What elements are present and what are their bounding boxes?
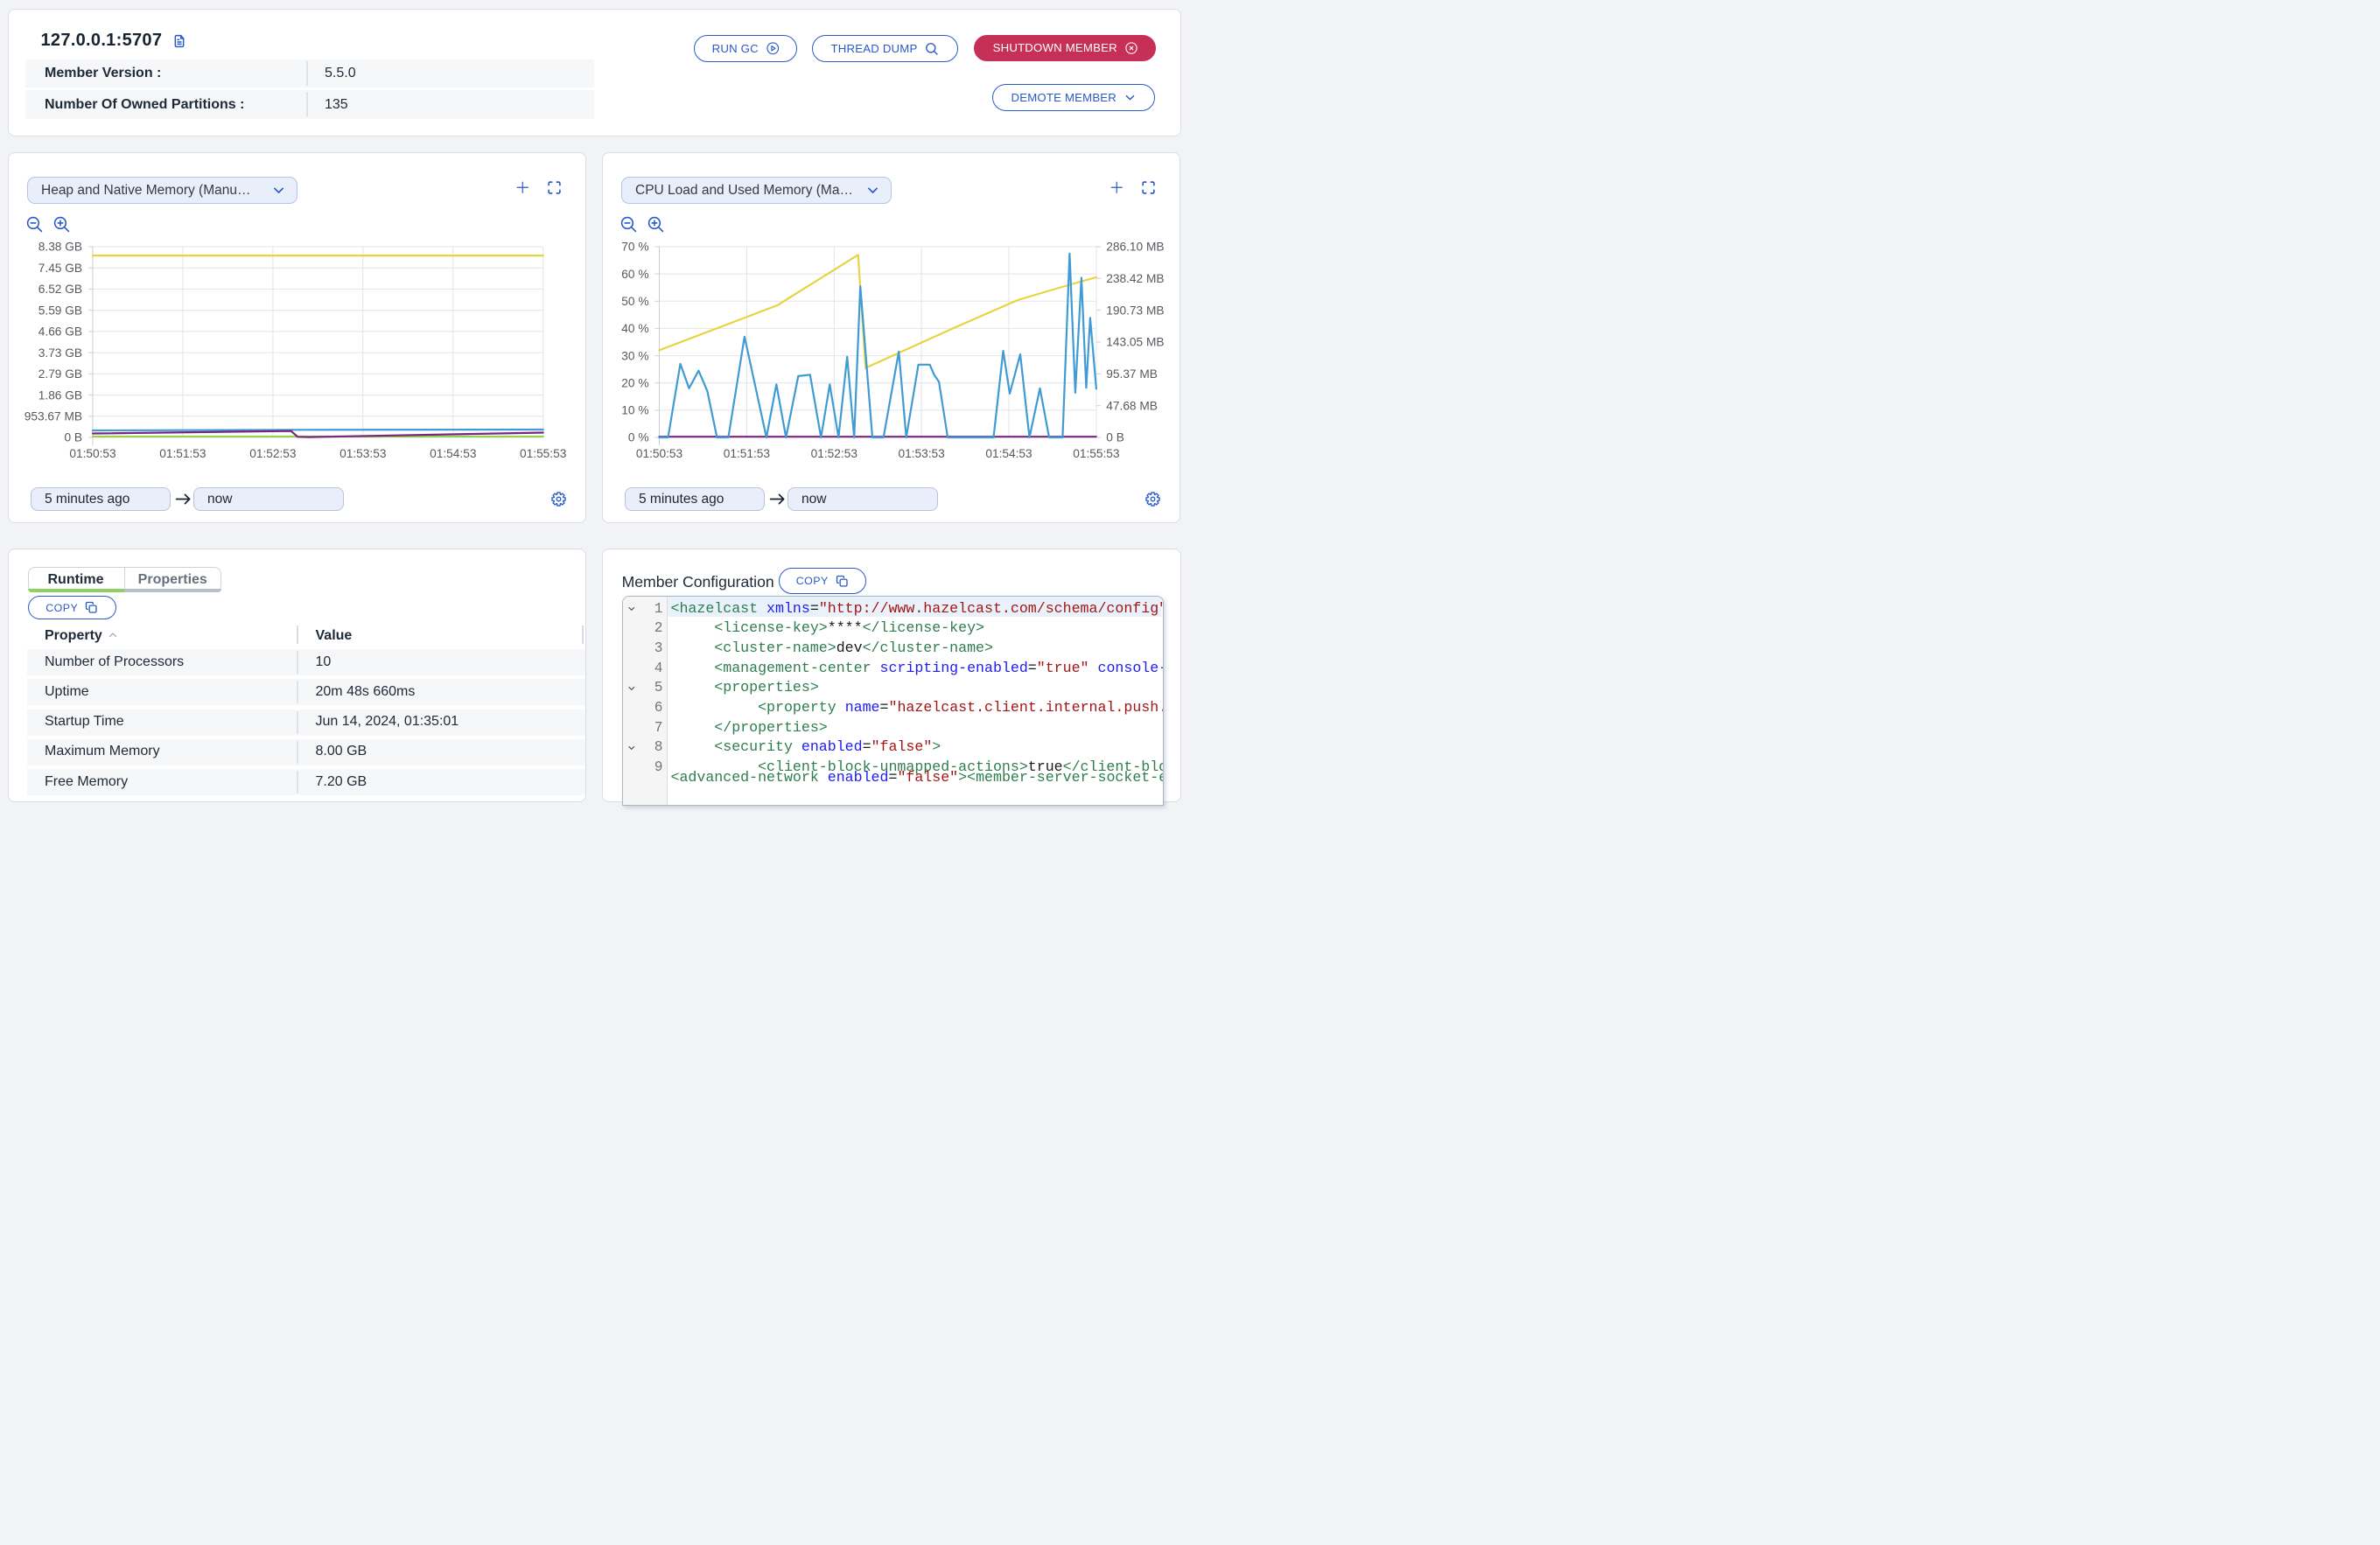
svg-text:2.79 GB: 2.79 GB [38, 367, 82, 381]
svg-text:8.38 GB: 8.38 GB [38, 241, 82, 254]
svg-text:1.86 GB: 1.86 GB [38, 388, 82, 402]
svg-text:60 %: 60 % [621, 268, 648, 281]
svg-text:01:55:53: 01:55:53 [1073, 447, 1120, 460]
svg-text:01:51:53: 01:51:53 [159, 447, 206, 460]
svg-text:01:53:53: 01:53:53 [340, 447, 387, 460]
svg-text:01:50:53: 01:50:53 [636, 447, 683, 460]
svg-text:7.45 GB: 7.45 GB [38, 262, 82, 275]
svg-text:47.68 MB: 47.68 MB [1106, 399, 1158, 412]
svg-text:0 %: 0 % [628, 431, 649, 444]
svg-text:01:55:53: 01:55:53 [520, 447, 567, 460]
svg-text:01:54:53: 01:54:53 [430, 447, 477, 460]
svg-text:953.67 MB: 953.67 MB [24, 410, 82, 423]
svg-text:6.52 GB: 6.52 GB [38, 283, 82, 296]
svg-text:20 %: 20 % [621, 376, 648, 389]
svg-text:70 %: 70 % [621, 241, 648, 254]
svg-text:143.05 MB: 143.05 MB [1106, 336, 1164, 349]
svg-text:01:52:53: 01:52:53 [811, 447, 858, 460]
svg-text:01:50:53: 01:50:53 [69, 447, 116, 460]
svg-text:30 %: 30 % [621, 349, 648, 362]
svg-text:0 B: 0 B [64, 431, 82, 444]
svg-text:0 B: 0 B [1106, 431, 1124, 444]
svg-text:3.73 GB: 3.73 GB [38, 346, 82, 360]
svg-text:50 %: 50 % [621, 295, 648, 308]
svg-text:286.10 MB: 286.10 MB [1106, 241, 1164, 254]
svg-text:01:53:53: 01:53:53 [898, 447, 945, 460]
svg-text:40 %: 40 % [621, 322, 648, 335]
svg-text:190.73 MB: 190.73 MB [1106, 304, 1164, 317]
svg-text:01:54:53: 01:54:53 [985, 447, 1032, 460]
svg-text:01:51:53: 01:51:53 [724, 447, 771, 460]
svg-text:10 %: 10 % [621, 404, 648, 417]
svg-text:95.37 MB: 95.37 MB [1106, 367, 1158, 381]
svg-text:5.59 GB: 5.59 GB [38, 304, 82, 317]
svg-text:238.42 MB: 238.42 MB [1106, 272, 1164, 285]
svg-text:4.66 GB: 4.66 GB [38, 325, 82, 339]
svg-text:01:52:53: 01:52:53 [249, 447, 297, 460]
